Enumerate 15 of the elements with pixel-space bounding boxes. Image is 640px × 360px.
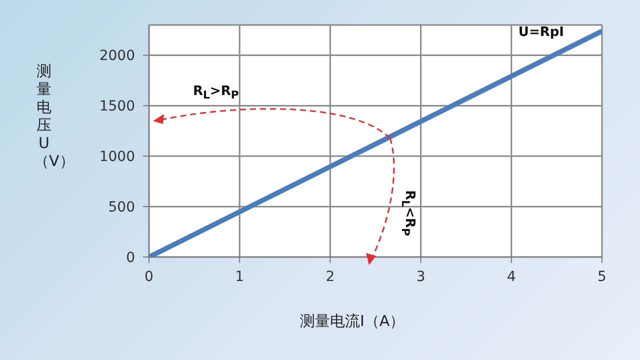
x-tick-label: 3 bbox=[416, 268, 426, 285]
y-tick-label: 1000 bbox=[99, 149, 135, 166]
y-axis-title: 测量电压U（V） bbox=[34, 62, 74, 170]
y-tick-label: 0 bbox=[126, 250, 135, 266]
x-tick-label: 5 bbox=[598, 268, 606, 285]
y-tick-label: 500 bbox=[108, 200, 135, 216]
x-tick-label: 1 bbox=[235, 268, 244, 285]
annotation: R$_{L}$>R$_{P}$ bbox=[193, 84, 239, 102]
x-tick-label: 2 bbox=[326, 268, 335, 285]
y-tick-label: 2000 bbox=[99, 48, 135, 64]
x-tick-label: 4 bbox=[506, 268, 516, 285]
y-tick-label: 1500 bbox=[99, 98, 135, 115]
x-axis-title: 测量电流I（A） bbox=[300, 312, 405, 331]
series-label: U=RpI bbox=[518, 25, 564, 40]
x-tick-label: 0 bbox=[144, 268, 154, 285]
